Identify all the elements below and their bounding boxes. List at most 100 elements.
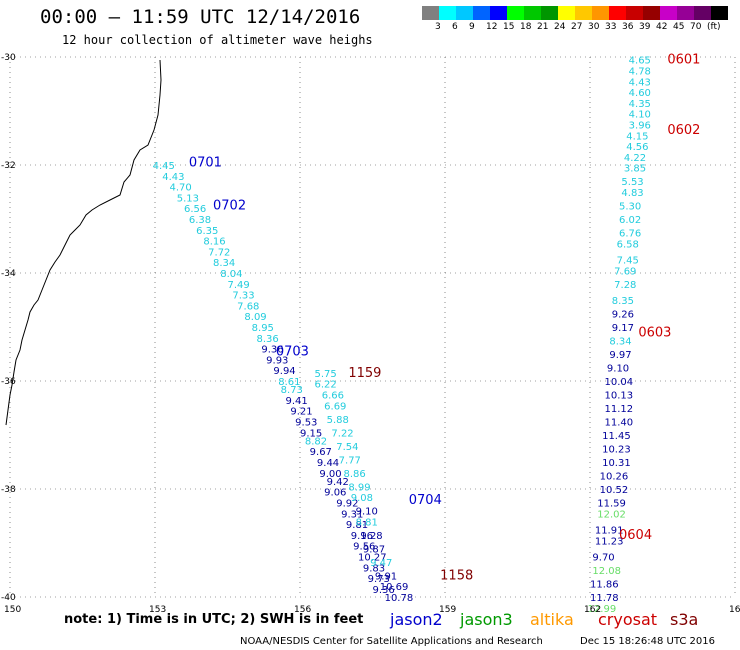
wave-height-value: 6.22	[315, 380, 337, 391]
wave-height-value: 7.54	[336, 442, 358, 453]
wave-height-value: 7.49	[228, 280, 250, 291]
wave-height-value: 9.15	[300, 428, 322, 439]
legend-label: 18	[520, 22, 532, 32]
wave-height-value: 9.00	[319, 469, 341, 480]
wave-height-value: 9.42	[327, 477, 349, 488]
legend-swatch	[541, 6, 558, 20]
wave-height-value: 8.34	[609, 337, 631, 348]
x-tick-label: 165	[729, 605, 740, 615]
legend-swatch	[558, 6, 575, 20]
wave-height-value: 9.44	[317, 458, 339, 469]
x-tick-label: 162	[584, 605, 601, 615]
wave-height-value: 10.13	[605, 391, 634, 402]
wave-height-value: 9.81	[346, 520, 368, 531]
legend-label: 30	[588, 22, 600, 32]
y-tick-label: -38	[1, 485, 16, 495]
wave-height-value: 8.09	[244, 312, 266, 323]
wave-height-value: 10.52	[600, 485, 629, 496]
wave-height-value: 4.43	[162, 172, 184, 183]
legend-label: 12	[486, 22, 498, 32]
satellite-legend-altika: altika	[530, 610, 574, 629]
wave-height-value: 6.66	[322, 391, 344, 402]
wave-height-value: 7.28	[614, 280, 636, 291]
wave-height-value: 7.68	[237, 301, 259, 312]
legend-swatch	[677, 6, 694, 20]
coastline	[5, 59, 162, 426]
legend-swatch	[422, 6, 439, 20]
wave-height-value: 3.85	[624, 164, 646, 175]
wave-height-value: 6.38	[189, 215, 211, 226]
legend-swatch	[694, 6, 711, 20]
satellite-legend-cryosat: cryosat	[598, 610, 658, 629]
wave-height-value: 8.61	[278, 377, 300, 388]
wave-height-value: 10.78	[385, 593, 414, 604]
wave-height-value: 7.22	[331, 428, 353, 439]
wave-height-value: 4.10	[629, 110, 651, 121]
wave-height-value: 10.31	[602, 458, 631, 469]
wave-height-value: 8.35	[612, 296, 634, 307]
wave-height-value: 10.27	[358, 553, 387, 564]
wave-height-value: 12.02	[597, 509, 626, 520]
legend-label: 39	[639, 22, 651, 32]
wave-height-value: 4.70	[170, 183, 192, 194]
satellite-legend-jason3: jason3	[460, 610, 513, 629]
legend-label: 24	[554, 22, 566, 32]
wave-height-value: 8.16	[203, 237, 225, 248]
wave-height-value: 6.69	[324, 401, 346, 412]
wave-height-value: 9.08	[351, 493, 373, 504]
wave-height-value: 6.35	[196, 226, 218, 237]
legend-label: 36	[622, 22, 634, 32]
legend-swatch	[711, 6, 728, 20]
wave-height-value: 3.96	[629, 121, 651, 132]
wave-height-value: 7.69	[614, 266, 636, 277]
legend-label: 27	[571, 22, 583, 32]
legend-label: 33	[605, 22, 617, 32]
wave-height-value: 6.58	[617, 239, 639, 250]
wave-height-value: 11.23	[595, 536, 624, 547]
wave-height-value: 12.99	[588, 604, 617, 615]
satellite-legend-s3a: s3a	[670, 610, 699, 629]
legend-swatch	[660, 6, 677, 20]
wave-height-value: 9.17	[612, 323, 634, 334]
pass-time-label: 0703	[276, 344, 309, 359]
pass-time-label: 0701	[189, 155, 222, 170]
wave-height-value: 4.83	[621, 188, 643, 199]
wave-height-value: 9.94	[273, 366, 295, 377]
wave-height-value: 5.30	[619, 202, 641, 213]
wave-height-value: 11.78	[590, 593, 619, 604]
wave-height-value: 9.70	[592, 553, 614, 564]
wave-height-value: 8.99	[348, 482, 370, 493]
pass-time-label: 0702	[213, 199, 246, 214]
wave-height-value: 9.28	[360, 531, 382, 542]
wave-height-value: 9.91	[375, 571, 397, 582]
wave-height-value: 9.73	[368, 574, 390, 585]
map-subtitle: 12 hour collection of altimeter wave hei…	[62, 33, 373, 47]
wave-height-value: 9.06	[324, 488, 346, 499]
pass-time-label: 1158	[440, 568, 473, 583]
legend-label: 42	[656, 22, 668, 32]
wave-height-value: 7.33	[232, 291, 254, 302]
axis-labels: 150 153 156 159 162 165 -30 -32 -34 -36 -38 -40	[1, 53, 740, 615]
legend-swatch	[456, 6, 473, 20]
legend-swatch	[575, 6, 592, 20]
y-tick-label: -36	[1, 377, 16, 387]
wave-height-value: 11.40	[605, 418, 634, 429]
wave-height-value: 11.45	[602, 431, 631, 442]
generated-timestamp: Dec 15 18:26:48 UTC 2016	[580, 636, 715, 647]
y-tick-label: -30	[1, 53, 16, 63]
x-tick-label: 159	[439, 605, 456, 615]
wave-height-value: 9.47	[370, 558, 392, 569]
wave-height-value: 8.36	[257, 334, 279, 345]
legend-swatch	[490, 6, 507, 20]
wave-height-value: 10.23	[602, 445, 631, 456]
wave-height-value: 4.56	[626, 142, 648, 153]
wave-height-value: 9.36	[373, 585, 395, 596]
wave-height-value: 6.76	[619, 229, 641, 240]
legend-label: 21	[537, 22, 549, 32]
wave-height-value: 7.45	[617, 256, 639, 267]
wave-height-value: 9.93	[266, 355, 288, 366]
wave-height-value: 6.56	[184, 204, 206, 215]
wave-height-value: 4.15	[626, 131, 648, 142]
y-tick-label: -40	[1, 593, 16, 603]
